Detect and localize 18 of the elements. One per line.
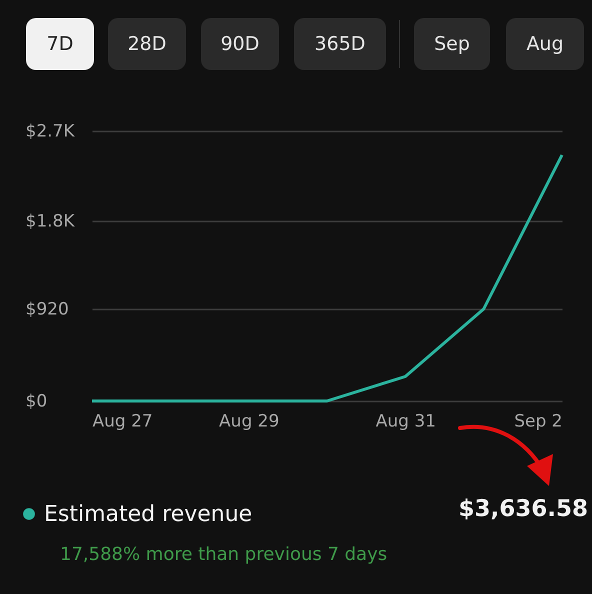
text: 17,588% more than previous 7 days xyxy=(60,544,388,565)
y-tick-label: $1.8K xyxy=(26,212,76,232)
tab-button[interactable]: 90D xyxy=(201,18,279,70)
x-tick-label: Aug 31 xyxy=(376,412,436,432)
y-tick-label: $0 xyxy=(26,392,48,412)
tab-button[interactable]: Sep xyxy=(414,18,490,70)
tab-button[interactable]: 365D xyxy=(294,18,386,70)
x-tick-label: Aug 27 xyxy=(92,412,153,432)
y-tick-label: $2.7K xyxy=(26,122,76,142)
text: $3,636.58 xyxy=(458,496,588,522)
x-tick-label: Sep 2 xyxy=(514,412,562,432)
tab-button[interactable]: 28D xyxy=(108,18,186,70)
y-tick-label: $920 xyxy=(26,300,69,320)
line-series xyxy=(90,154,564,402)
tab-button[interactable]: 7D xyxy=(26,18,94,70)
x-tick-label: Aug 29 xyxy=(219,412,280,432)
tab-button[interactable]: Aug xyxy=(506,18,584,70)
legend-label: Estimated revenue xyxy=(44,502,252,527)
